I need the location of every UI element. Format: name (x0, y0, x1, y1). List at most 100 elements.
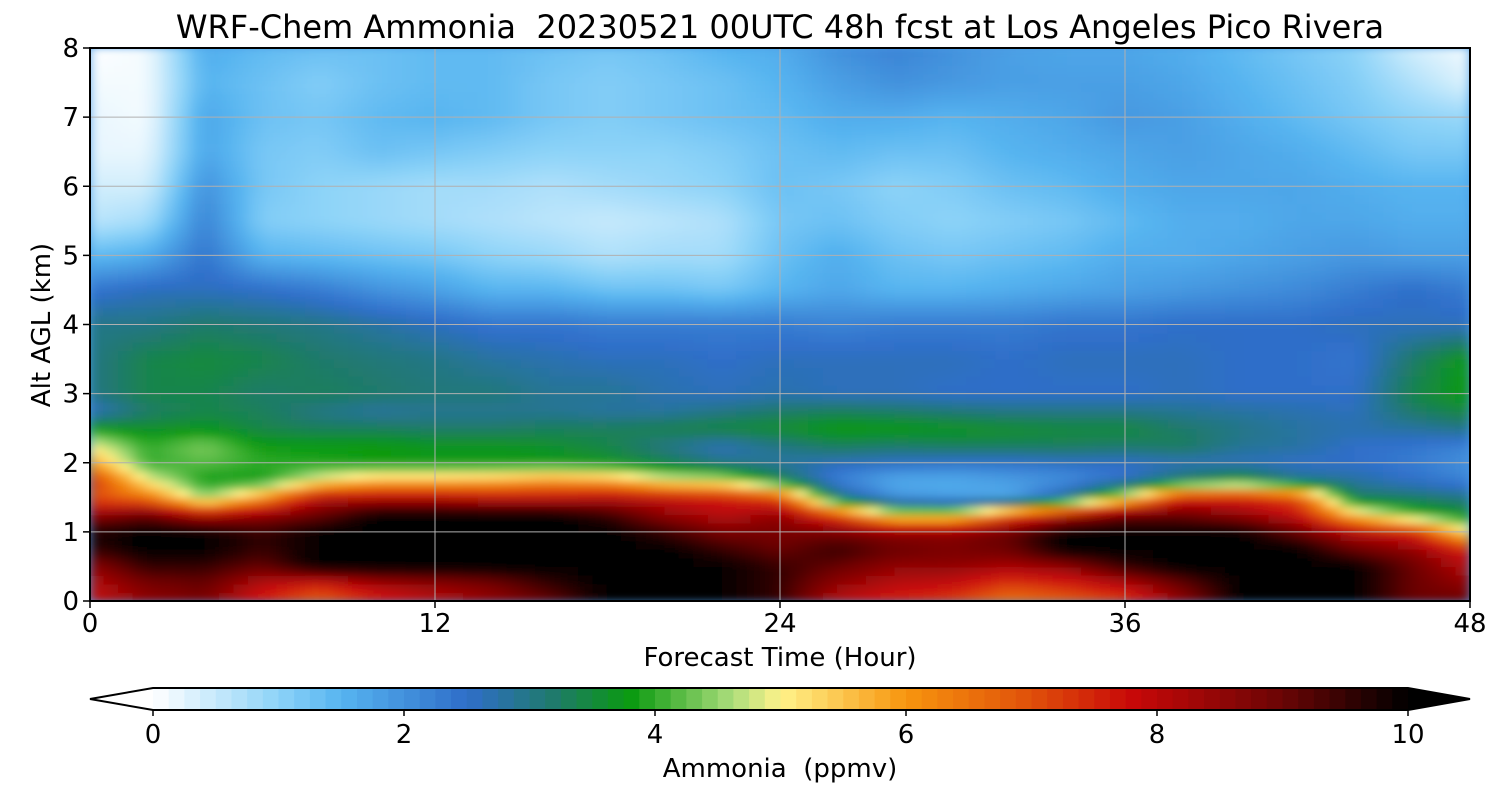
heat-cell (1411, 332, 1428, 343)
heat-cell (1124, 410, 1140, 421)
heat-cell (1052, 297, 1069, 308)
heat-cell (305, 565, 321, 576)
heat-cell (535, 151, 551, 161)
heat-cell (779, 289, 795, 300)
heat-cell (980, 436, 997, 447)
heat-cell (865, 159, 882, 170)
heat-cell (721, 289, 738, 300)
heat-cell (506, 220, 522, 231)
heat-cell (621, 272, 637, 282)
heat-cell (132, 410, 149, 421)
heat-cell (146, 410, 163, 421)
heat-cell (333, 488, 350, 498)
heat-cell (535, 159, 551, 170)
heat-cell (1081, 151, 1097, 161)
heat-cell (693, 194, 709, 205)
heat-cell (434, 565, 450, 576)
heat-cell (420, 246, 436, 256)
heat-cell (721, 358, 738, 369)
heat-cell (851, 237, 867, 248)
heat-cell (851, 332, 867, 343)
heat-cell (218, 297, 235, 308)
heat-cell (966, 194, 982, 205)
heat-cell (1239, 168, 1255, 179)
heat-cell (793, 151, 810, 161)
heat-cell (1081, 228, 1097, 239)
heat-cell (1225, 159, 1241, 170)
heat-cell (865, 194, 882, 205)
heat-cell (463, 194, 479, 205)
heat-cell (1340, 297, 1356, 308)
heat-cell (132, 401, 149, 412)
heat-cell (592, 591, 609, 601)
heat-cell (362, 583, 379, 593)
heat-cell (1066, 289, 1083, 300)
heat-cell (1354, 444, 1370, 455)
heat-cell (1340, 505, 1356, 516)
heat-cell (1411, 513, 1428, 524)
heat-cell (204, 505, 220, 516)
heat-cell (1397, 410, 1414, 421)
heat-cell (348, 444, 364, 455)
heat-cell (1023, 583, 1040, 593)
heat-cell (1225, 289, 1241, 300)
heat-cell (333, 531, 350, 542)
heat-cell (707, 427, 724, 438)
heat-cell (463, 358, 479, 369)
heat-cell (851, 159, 867, 170)
heat-cell (1181, 246, 1198, 256)
heat-cell (161, 280, 177, 291)
heat-cell (1368, 574, 1385, 585)
heat-cell (951, 418, 968, 429)
heat-cell (721, 548, 738, 559)
heat-cell (995, 384, 1011, 395)
heat-cell (1397, 220, 1414, 231)
heat-cell (362, 315, 379, 326)
heat-cell (1325, 306, 1342, 317)
heat-cell (535, 306, 551, 317)
heat-cell (1268, 159, 1284, 170)
heat-cell (1225, 522, 1241, 533)
heat-cell (779, 246, 795, 256)
heat-cell (290, 177, 307, 187)
heat-cell (506, 436, 522, 447)
heat-cell (563, 151, 580, 161)
heat-cell (1368, 583, 1385, 593)
heat-cell (1052, 315, 1069, 326)
heat-cell (1210, 591, 1227, 601)
heat-cell (448, 583, 465, 593)
heat-cell (678, 522, 695, 533)
heat-cell (1268, 427, 1284, 438)
heat-cell (261, 151, 278, 161)
heat-cell (779, 444, 795, 455)
heat-cell (1383, 393, 1399, 403)
heat-cell (1368, 591, 1385, 601)
heat-cell (1411, 539, 1428, 550)
heat-cell (1009, 522, 1025, 533)
heat-cell (1455, 427, 1470, 438)
heat-cell (1081, 574, 1097, 585)
heat-cell (923, 202, 939, 213)
heat-cell (1081, 557, 1097, 568)
heat-cell (1354, 177, 1370, 187)
heat-cell (606, 531, 623, 542)
heat-cell (1426, 401, 1442, 412)
heat-cell (1052, 539, 1069, 550)
heat-cell (908, 522, 925, 533)
heat-cell (592, 367, 609, 377)
heat-cell (1181, 168, 1198, 179)
heat-cell (535, 539, 551, 550)
heat-cell (1023, 496, 1040, 507)
heat-cell (1411, 168, 1428, 179)
heat-cell (1210, 185, 1227, 196)
heat-cell (305, 185, 321, 196)
heat-cell (1052, 306, 1069, 317)
heat-cell (448, 418, 465, 429)
heat-cell (506, 349, 522, 360)
heat-cell (1268, 280, 1284, 291)
heat-cell (190, 375, 206, 386)
heat-cell (520, 263, 537, 274)
heat-cell (1138, 315, 1155, 326)
heat-cell (1038, 479, 1054, 490)
heat-cell (865, 228, 882, 239)
